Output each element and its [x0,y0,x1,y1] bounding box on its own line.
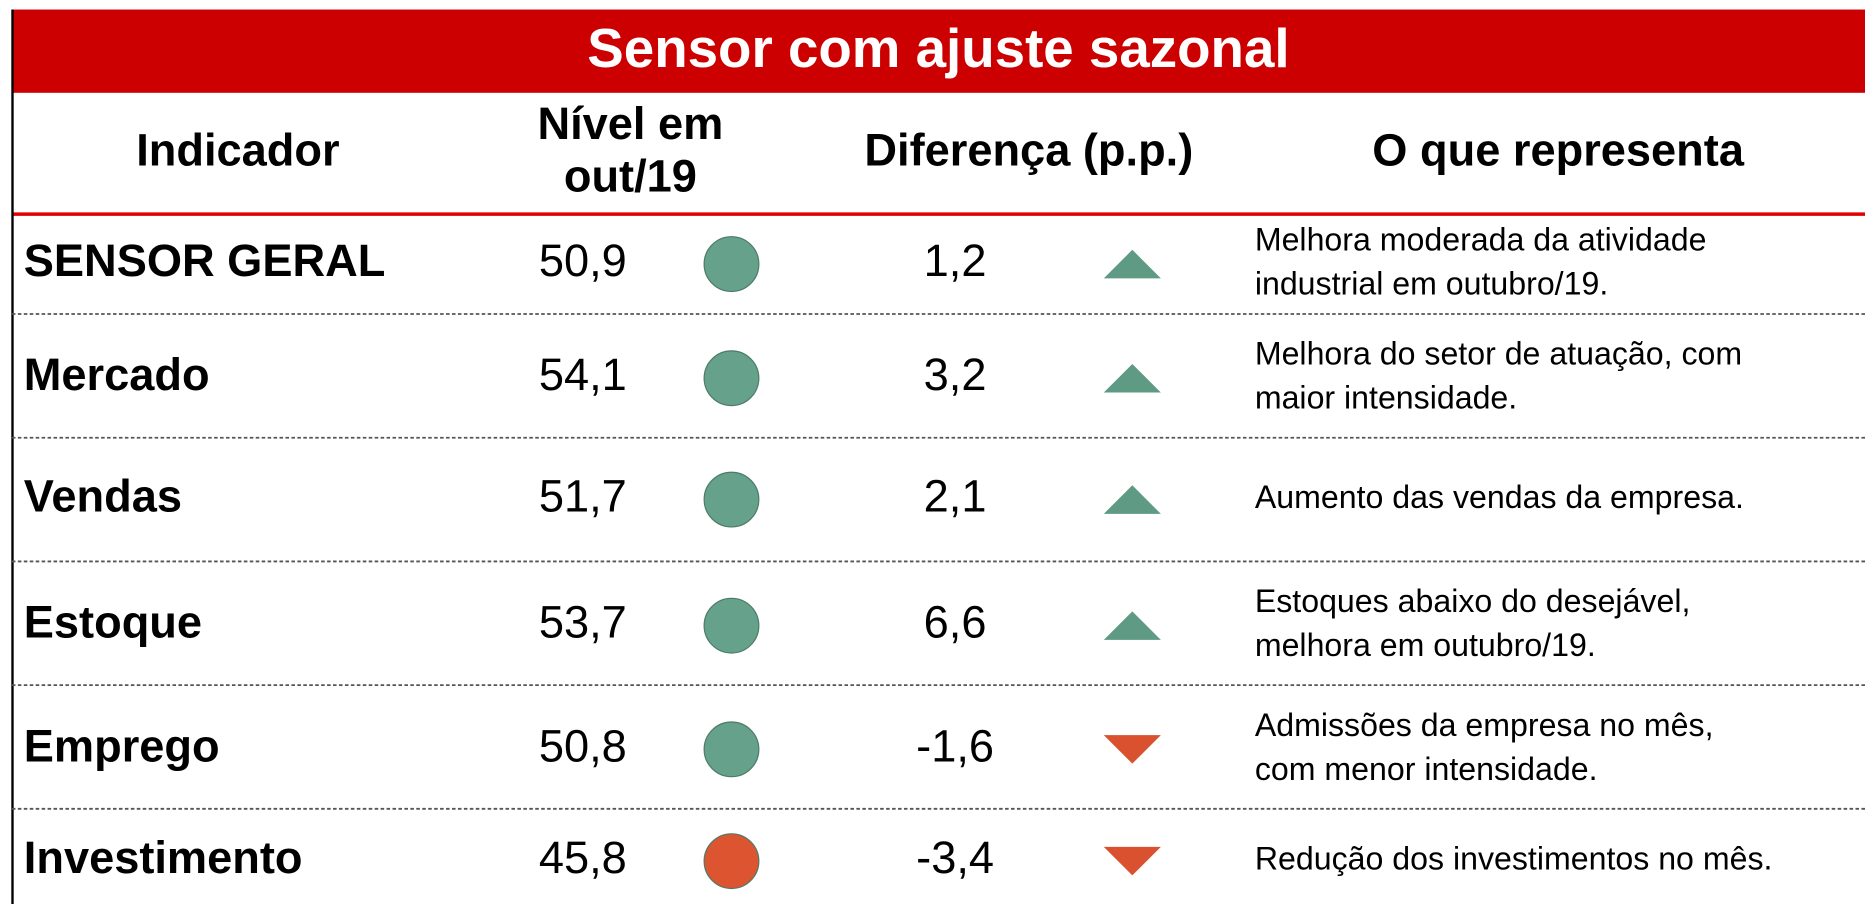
level: 45,8 [539,832,627,883]
description: maior intensidade. [1255,380,1517,416]
level: 54,1 [539,349,627,400]
description: Melhora moderada da atividade [1255,222,1707,258]
column-header: Indicador [136,124,339,175]
trend-arrow [1103,846,1161,876]
description: com menor intensidade. [1255,751,1598,787]
level: 50,9 [539,235,627,286]
level: 50,8 [539,720,627,771]
description: Admissões da empresa no mês, [1255,707,1714,743]
level-status [703,721,760,778]
trend-arrow [1103,735,1161,764]
difference: 1,2 [924,235,987,286]
indicator: Vendas [24,471,182,522]
level: 53,7 [539,597,627,648]
level: 51,7 [539,471,627,522]
trend-arrow [1103,249,1161,279]
difference: 2,1 [924,471,987,522]
trend-arrow [1103,485,1161,514]
column-header: Nível em [537,98,723,149]
indicator: Mercado [24,349,210,400]
description: Melhora do setor de atuação, com [1255,336,1742,372]
indicator: Estoque [24,597,202,648]
indicator: Investimento [24,832,303,883]
description: Aumento das vendas da empresa. [1255,479,1744,515]
description: industrial em outubro/19. [1255,266,1608,302]
trend-arrow [1103,363,1161,393]
level-status [703,471,760,528]
description: Redução dos investimentos no mês. [1255,841,1773,877]
trend-arrow [1103,611,1161,640]
column-header: O que representa [1372,124,1745,175]
level-status [703,236,760,293]
title: Sensor com ajuste sazonal [587,17,1289,79]
difference: 3,2 [924,349,987,400]
indicator: SENSOR GERAL [24,235,386,286]
level-status [703,350,760,407]
description: melhora em outubro/19. [1255,627,1596,663]
level-status [703,597,760,654]
column-header: out/19 [564,151,697,202]
description: Estoques abaixo do desejável, [1255,583,1691,619]
indicator: Emprego [24,720,220,771]
difference: -1,6 [916,720,994,771]
column-header: Diferença (p.p.) [864,124,1193,175]
difference: 6,6 [924,597,987,648]
difference: -3,4 [916,832,994,883]
level-status [703,833,760,890]
title-bar [11,9,1865,93]
